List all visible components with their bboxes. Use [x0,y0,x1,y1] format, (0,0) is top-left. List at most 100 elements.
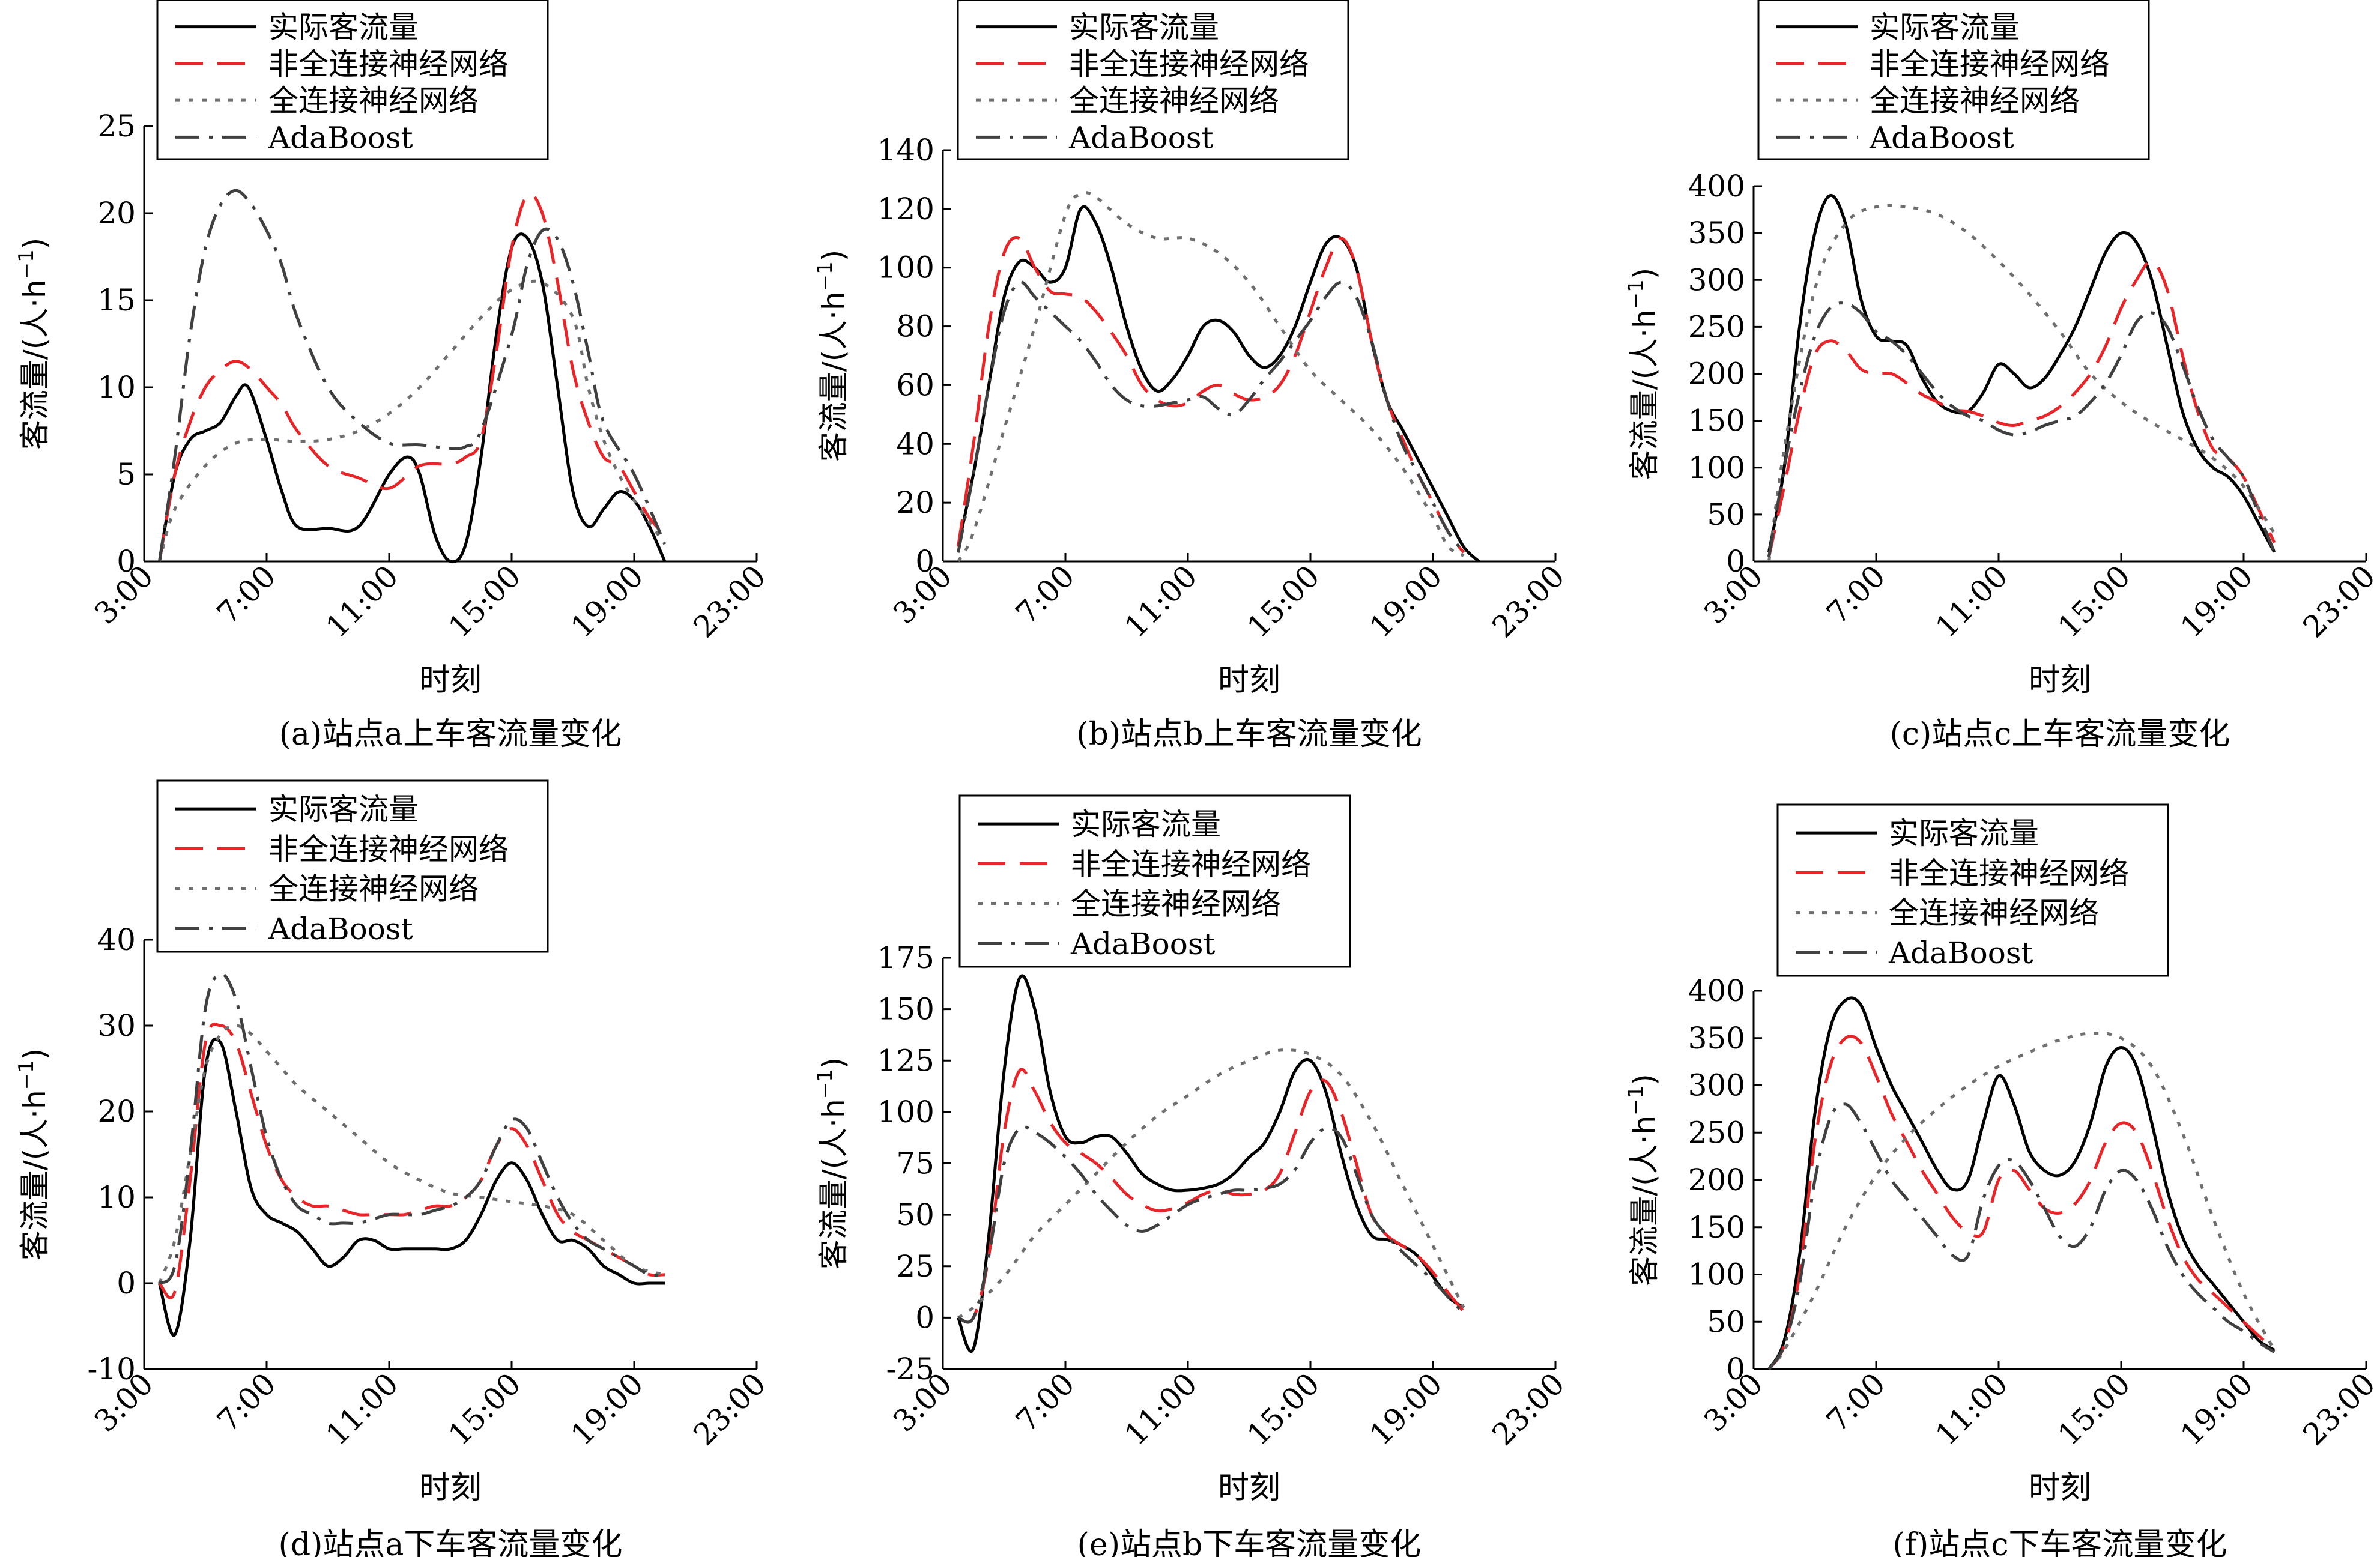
y-tick-label: 25 [896,1249,934,1284]
panel-caption: (f)站点c下车客流量变化 [1893,1527,2227,1557]
y-axis-title: 客流量/(人·h−1) [1624,268,1662,480]
y-tick-label: 250 [1688,309,1745,344]
y-tick-label: 30 [97,1008,136,1043]
chart-panel-3: 0 50 100 150 200 250 300 350 400 3:00 7:00 11:00 15:… [1624,0,2380,752]
series-group [158,189,667,564]
x-tick-label: 7:00 [210,1366,282,1438]
x-tick-label: 19:00 [1363,1366,1449,1452]
x-tick-label: 15:00 [442,1366,528,1452]
series-line-2 [957,235,1465,554]
x-tick-label: 23:00 [2297,1366,2380,1452]
series-line-4 [1767,301,2276,557]
y-axis-title: 客流量/(人·h−1) [14,1048,52,1261]
legend-label: 全连接神经网络 [1069,83,1279,118]
legend-label: 全连接神经网络 [268,83,479,118]
panel-caption: (c)站点c上车客流量变化 [1890,716,2230,752]
y-tick-label: 5 [117,457,136,492]
x-tick-label: 7:00 [1009,558,1081,630]
legend-label: 实际客流量 [1889,816,2039,851]
x-tick-label: 23:00 [2297,558,2380,644]
series-line-2 [1767,1035,2276,1370]
legend-label: 实际客流量 [268,792,419,827]
y-tick-label: 150 [1688,404,1745,438]
x-tick-label: 15:00 [442,558,528,644]
y-tick-label: 100 [1688,1257,1745,1292]
y-tick-label: 20 [896,485,934,520]
series-line-3 [957,1048,1465,1319]
y-tick-label: 140 [877,133,934,168]
legend-label: 非全连接神经网络 [1069,47,1309,82]
y-tick-label: 60 [896,367,934,402]
series-line-3 [957,191,1465,563]
y-tick-label: 125 [877,1043,934,1078]
x-tick-label: 11:00 [1118,1366,1204,1452]
series-line-2 [158,1023,665,1299]
x-axis-title: 时刻 [2029,1470,2091,1506]
series-line-4 [158,972,665,1285]
legend-label: AdaBoost [268,120,413,155]
series-line-2 [1767,259,2276,557]
legend-label: AdaBoost [1070,927,1216,961]
y-tick-label: 300 [1688,262,1745,297]
legend-label: 非全连接神经网络 [268,832,509,866]
y-tick-label: 175 [877,940,934,975]
panel-caption: (e)站点b下车客流量变化 [1077,1527,1422,1557]
y-tick-label: 20 [97,196,136,231]
legend-label: 全连接神经网络 [268,872,479,907]
legend-label: AdaBoost [268,912,413,946]
y-tick-label: 0 [915,544,934,579]
series-line-3 [1767,204,2276,562]
series-line-2 [158,192,666,562]
chart-panel-6: 0 50 100 150 200 250 300 350 400 3:00 7:00 11:00 15:… [1624,803,2380,1557]
x-axis-title: 时刻 [1218,662,1280,698]
x-tick-label: 19:00 [565,558,650,644]
x-axis-title: 时刻 [419,662,482,698]
x-tick-label: 19:00 [2174,1366,2260,1452]
x-tick-label: 23:00 [687,558,773,644]
y-tick-label: 50 [1707,1304,1745,1339]
y-tick-label: 10 [97,1180,136,1215]
y-tick-label: 150 [877,992,934,1027]
series-line-1 [1767,996,2276,1370]
legend-label: 实际客流量 [268,10,419,45]
x-tick-label: 7:00 [210,558,282,630]
y-axis-title: 客流量/(人·h−1) [14,238,52,450]
y-tick-label: 200 [1688,1162,1745,1197]
panel-caption: (b)站点b上车客流量变化 [1076,716,1422,752]
y-tick-label: 250 [1688,1115,1745,1150]
series-line-1 [158,232,667,564]
legend-label: 非全连接神经网络 [268,47,509,82]
y-tick-label: 0 [1726,544,1745,579]
y-tick-label: 400 [1688,169,1745,204]
x-tick-label: 15:00 [2051,1366,2137,1452]
x-tick-label: 15:00 [1241,1366,1327,1452]
x-tick-label: 19:00 [2174,558,2260,644]
y-axis-title: 客流量/(人·h−1) [1624,1074,1662,1286]
legend-label: 实际客流量 [1069,10,1219,45]
y-tick-label: 80 [896,309,934,344]
series-group [1767,996,2276,1370]
y-tick-label: 75 [896,1146,934,1181]
y-tick-label: 100 [877,250,934,285]
y-tick-label: 10 [97,370,136,405]
legend-label: AdaBoost [1869,120,2014,155]
y-tick-label: 0 [117,544,136,579]
y-tick-label: 25 [97,109,136,144]
x-axis-title: 时刻 [1218,1470,1280,1506]
y-axis-title: 客流量/(人·h−1) [813,250,851,462]
x-tick-label: 11:00 [1929,558,2015,644]
legend-label: 全连接神经网络 [1870,83,2080,118]
x-tick-label: 7:00 [1009,1366,1081,1438]
series-group [1767,194,2276,562]
panel-caption: (d)站点a下车客流量变化 [279,1527,623,1557]
legend-label: 实际客流量 [1870,10,2020,45]
x-tick-label: 15:00 [1241,558,1327,644]
x-tick-label: 11:00 [1929,1366,2015,1452]
x-tick-label: 7:00 [1820,558,1892,630]
